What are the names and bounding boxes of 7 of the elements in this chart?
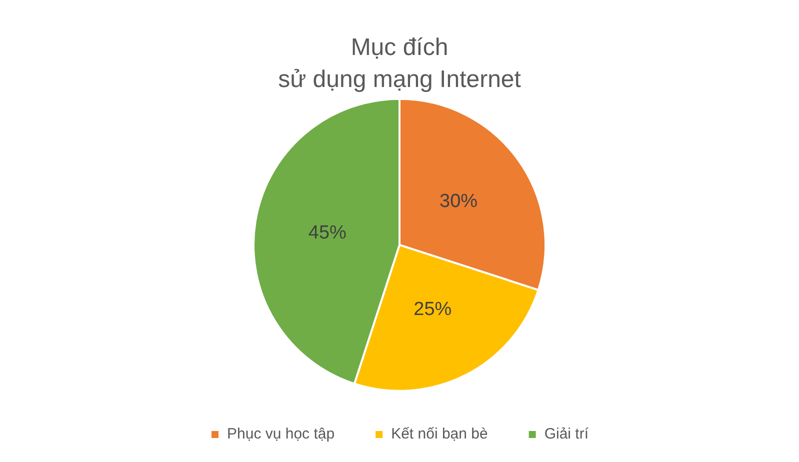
chart-title: Mục đích sử dụng mạng Internet <box>278 34 522 94</box>
data-label: 25% <box>414 299 452 320</box>
legend-label: Phục vụ học tập <box>227 426 335 443</box>
legend-label: Giải trí <box>544 426 590 443</box>
data-label: 30% <box>440 191 478 212</box>
data-label: 45% <box>308 222 347 244</box>
legend-label: Kết nối bạn bè <box>391 426 488 443</box>
